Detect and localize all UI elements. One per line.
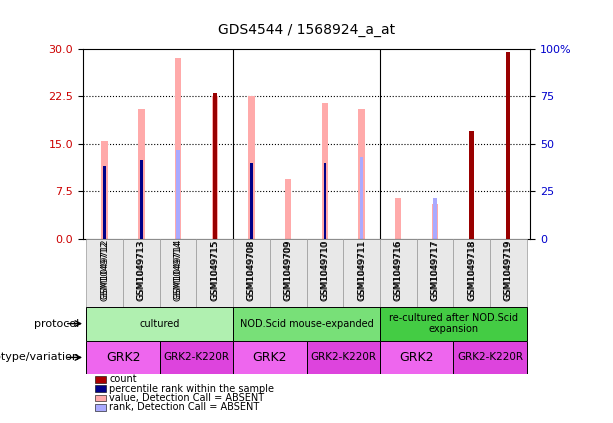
- Bar: [138, 109, 145, 239]
- Text: GRK2: GRK2: [106, 351, 140, 364]
- Text: cultured: cultured: [140, 319, 180, 329]
- Bar: [470, 157, 473, 239]
- Bar: [248, 96, 255, 239]
- Bar: [380, 307, 527, 341]
- Bar: [86, 307, 233, 341]
- Bar: [250, 163, 253, 239]
- Text: GSM1049710: GSM1049710: [321, 239, 329, 299]
- Bar: [358, 109, 365, 239]
- Bar: [324, 163, 326, 239]
- Bar: [160, 239, 196, 307]
- Text: GSM1049713: GSM1049713: [137, 239, 146, 299]
- Text: NOD.Scid mouse-expanded: NOD.Scid mouse-expanded: [240, 319, 373, 329]
- Bar: [233, 239, 270, 307]
- Bar: [453, 239, 490, 307]
- Bar: [175, 58, 181, 239]
- Text: protocol: protocol: [34, 319, 80, 329]
- Text: GRK2-K220R: GRK2-K220R: [310, 352, 376, 363]
- Text: percentile rank within the sample: percentile rank within the sample: [109, 384, 274, 394]
- Bar: [380, 341, 453, 374]
- Text: GRK2: GRK2: [253, 351, 287, 364]
- Text: GRK2: GRK2: [399, 351, 434, 364]
- Bar: [211, 96, 218, 239]
- Text: GSM1049712: GSM1049712: [101, 240, 109, 301]
- Bar: [86, 239, 123, 307]
- Text: GRK2-K220R: GRK2-K220R: [457, 352, 523, 363]
- Text: GSM1049712: GSM1049712: [101, 239, 109, 299]
- Bar: [432, 204, 438, 239]
- Bar: [506, 52, 511, 239]
- Bar: [490, 239, 527, 307]
- Bar: [453, 341, 527, 374]
- Text: genotype/variation: genotype/variation: [0, 352, 80, 363]
- Bar: [123, 239, 160, 307]
- Text: GSM1049715: GSM1049715: [210, 240, 219, 301]
- Bar: [433, 198, 436, 239]
- Text: GSM1049717: GSM1049717: [430, 240, 440, 301]
- Bar: [507, 144, 509, 239]
- Text: GRK2-K220R: GRK2-K220R: [164, 352, 229, 363]
- Text: GSM1049718: GSM1049718: [467, 240, 476, 301]
- Text: count: count: [109, 374, 137, 385]
- Bar: [322, 103, 328, 239]
- Text: GSM1049717: GSM1049717: [430, 239, 440, 299]
- Bar: [270, 239, 306, 307]
- Bar: [417, 239, 453, 307]
- Bar: [285, 179, 291, 239]
- Bar: [196, 239, 233, 307]
- Text: GSM1049719: GSM1049719: [504, 240, 512, 301]
- Bar: [233, 307, 380, 341]
- Bar: [213, 154, 216, 239]
- Bar: [306, 239, 343, 307]
- Text: rank, Detection Call = ABSENT: rank, Detection Call = ABSENT: [109, 402, 259, 412]
- Text: GSM1049716: GSM1049716: [394, 240, 403, 301]
- Bar: [160, 341, 233, 374]
- Text: GSM1049719: GSM1049719: [504, 239, 512, 299]
- Text: GSM1049708: GSM1049708: [247, 240, 256, 301]
- Text: GSM1049713: GSM1049713: [137, 240, 146, 301]
- Bar: [306, 341, 380, 374]
- Text: GSM1049708: GSM1049708: [247, 239, 256, 299]
- Text: GSM1049714: GSM1049714: [173, 239, 183, 299]
- Text: GDS4544 / 1568924_a_at: GDS4544 / 1568924_a_at: [218, 23, 395, 37]
- Bar: [395, 198, 402, 239]
- Text: GSM1049716: GSM1049716: [394, 239, 403, 299]
- Bar: [104, 166, 106, 239]
- Text: GSM1049715: GSM1049715: [210, 239, 219, 299]
- Text: value, Detection Call = ABSENT: value, Detection Call = ABSENT: [109, 393, 264, 403]
- Bar: [140, 160, 143, 239]
- Text: GSM1049718: GSM1049718: [467, 239, 476, 299]
- Bar: [380, 239, 417, 307]
- Text: re-cultured after NOD.Scid
expansion: re-cultured after NOD.Scid expansion: [389, 313, 518, 335]
- Bar: [213, 93, 217, 239]
- Bar: [102, 141, 108, 239]
- Bar: [470, 131, 474, 239]
- Text: GSM1049711: GSM1049711: [357, 239, 366, 299]
- Bar: [343, 239, 380, 307]
- Bar: [177, 150, 180, 239]
- Text: GSM1049710: GSM1049710: [321, 240, 329, 301]
- Text: GSM1049714: GSM1049714: [173, 240, 183, 301]
- Bar: [233, 341, 306, 374]
- Bar: [360, 157, 364, 239]
- Text: GSM1049709: GSM1049709: [284, 239, 292, 299]
- Bar: [86, 341, 160, 374]
- Text: GSM1049711: GSM1049711: [357, 240, 366, 301]
- Text: GSM1049709: GSM1049709: [284, 240, 292, 301]
